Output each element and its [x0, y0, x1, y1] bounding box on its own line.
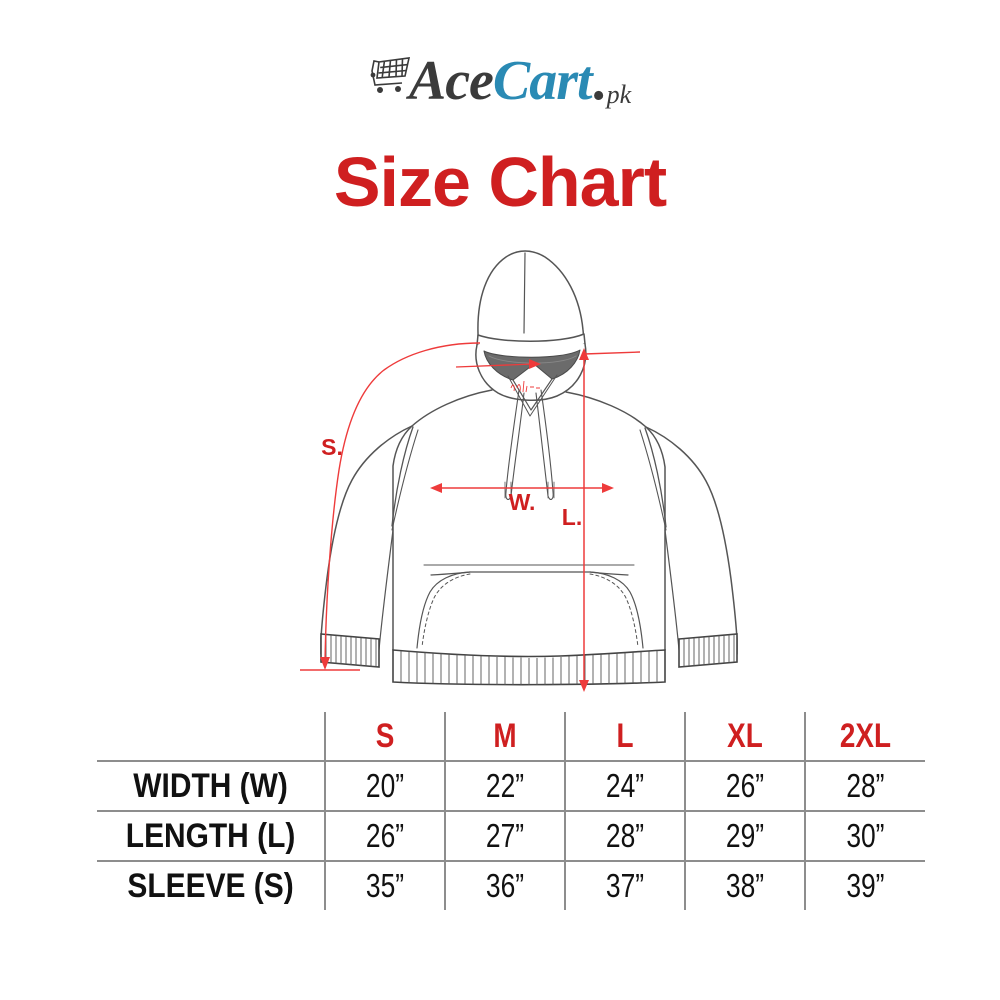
- logo-dot: .: [591, 50, 606, 112]
- cell-sleeve-xl: 38”: [696, 860, 793, 910]
- length-measure-label: L.: [562, 504, 582, 530]
- table-header-row: S M L XL 2XL: [97, 712, 925, 761]
- logo-text-ace: Ace: [408, 50, 494, 112]
- cell-sleeve-s: 35”: [336, 860, 433, 910]
- cell-width-s: 20”: [336, 760, 433, 811]
- cell-sleeve-2xl: 39”: [816, 860, 913, 910]
- brand-logo: Ace Cart . pk: [0, 46, 1000, 116]
- table-row: SLEEVE (S) 35” 36” 37” 38” 39”: [97, 860, 925, 910]
- hood-signature-mark: [510, 380, 540, 393]
- table-corner-cell: [97, 712, 325, 761]
- column-header-l: L: [574, 712, 675, 761]
- column-header-xl: XL: [694, 712, 795, 761]
- cell-length-l: 28”: [576, 810, 673, 861]
- page-title: Size Chart: [333, 143, 667, 221]
- left-cuff-rib: [320, 633, 380, 668]
- table-row: LENGTH (L) 26” 27” 28” 29” 30”: [97, 810, 925, 861]
- logo-text-cart: Cart: [492, 50, 593, 112]
- width-measure-line: [430, 483, 614, 493]
- row-label-width: WIDTH (W): [110, 760, 312, 811]
- cell-length-xl: 29”: [696, 810, 793, 861]
- column-header-2xl: 2XL: [814, 712, 915, 761]
- right-cuff-rib: [678, 633, 738, 668]
- width-measure-label: W.: [509, 489, 536, 515]
- cell-width-l: 24”: [576, 760, 673, 811]
- cell-width-m: 22”: [456, 760, 553, 811]
- cell-length-m: 27”: [456, 810, 553, 861]
- size-chart-table: S M L XL 2XL WIDTH (W) 20” 22” 24” 26” 2…: [97, 712, 925, 910]
- shopping-cart-icon: [370, 57, 410, 93]
- cell-sleeve-l: 37”: [576, 860, 673, 910]
- row-label-sleeve: SLEEVE (S): [110, 860, 312, 910]
- hoodie-illustration: S. W. L.: [300, 250, 738, 692]
- cell-length-s: 26”: [336, 810, 433, 861]
- cell-sleeve-m: 36”: [456, 860, 553, 910]
- column-header-m: M: [454, 712, 555, 761]
- cell-width-xl: 26”: [696, 760, 793, 811]
- sleeve-measure-line: [324, 342, 481, 663]
- column-header-s: S: [334, 712, 435, 761]
- length-measure-line: [579, 348, 641, 692]
- row-label-length: LENGTH (L): [110, 810, 312, 861]
- hem-rib: [392, 649, 666, 686]
- cell-length-2xl: 30”: [816, 810, 913, 861]
- sleeve-measure-label: S.: [321, 434, 343, 460]
- cell-width-2xl: 28”: [816, 760, 913, 811]
- logo-text-pk: pk: [606, 80, 632, 109]
- table-row: WIDTH (W) 20” 22” 24” 26” 28”: [97, 760, 925, 811]
